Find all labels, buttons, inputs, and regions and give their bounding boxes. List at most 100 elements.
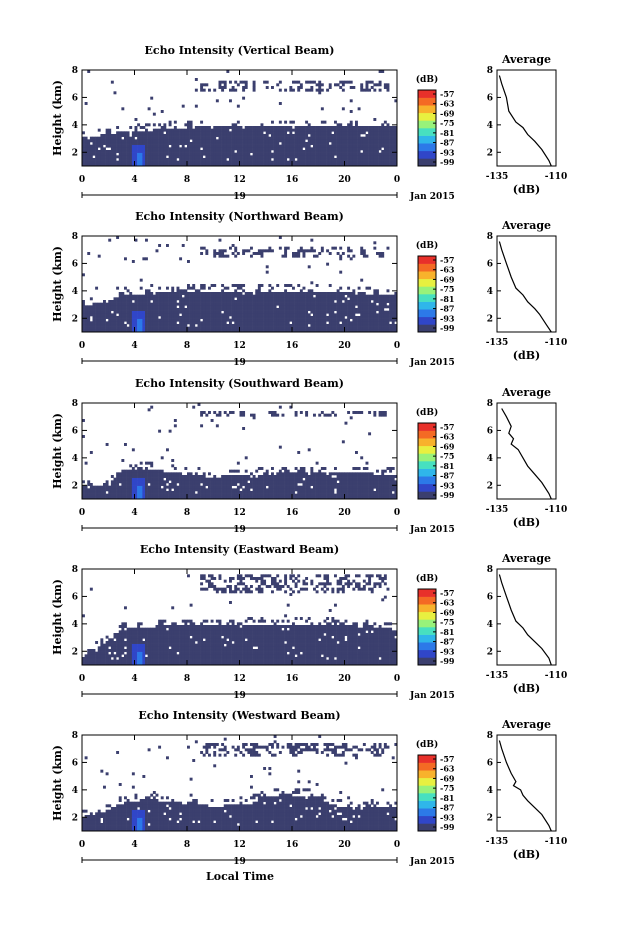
echo-cell — [386, 305, 390, 309]
echo-cell — [215, 316, 219, 319]
echo-cell — [221, 321, 225, 325]
echo-cell — [320, 142, 324, 145]
avg-y-tick-label: 6 — [487, 93, 493, 103]
echo-cell — [108, 152, 112, 156]
echo-cell — [336, 483, 340, 486]
echo-cell — [302, 302, 306, 306]
echo-cell — [200, 155, 204, 159]
echo-cell — [289, 310, 293, 314]
echo-cell — [187, 485, 190, 489]
echo-cell — [118, 485, 122, 489]
echo-cell — [320, 480, 324, 484]
echo-cell — [391, 155, 395, 159]
echo-cell — [223, 136, 227, 140]
echo-cell — [383, 326, 387, 330]
echo-cell — [184, 467, 188, 470]
echo-cell — [373, 131, 377, 135]
echo-cell — [226, 139, 230, 143]
echo-cell — [265, 469, 269, 473]
echo-cell — [242, 289, 246, 293]
echo-cell — [160, 139, 164, 143]
echo-cell — [124, 163, 127, 167]
echo-cell — [147, 313, 151, 317]
echo-cell — [134, 324, 138, 327]
echo-cell — [200, 300, 204, 303]
echo-cell — [168, 496, 172, 500]
echo-cell — [226, 131, 230, 135]
echo-cell — [297, 316, 301, 319]
echo-cell — [126, 488, 130, 492]
echo-cell — [129, 469, 133, 473]
echo-cell — [92, 491, 96, 494]
echo-cell — [100, 136, 104, 140]
echo-cell — [315, 284, 319, 287]
echo-cell — [229, 139, 232, 143]
echo-cell — [126, 302, 130, 306]
echo-cell — [336, 142, 340, 145]
echo-cell — [155, 128, 159, 132]
echo-cell — [347, 326, 351, 330]
echo-cell — [339, 155, 343, 159]
echo-cell — [247, 477, 251, 481]
echo-cell — [328, 284, 332, 287]
echo-cell — [187, 329, 190, 333]
echo-cell — [265, 270, 269, 274]
echo-cell — [347, 147, 351, 151]
echo-cell — [200, 152, 204, 156]
echo-cell — [389, 308, 393, 311]
echo-cell — [347, 128, 351, 132]
echo-cell — [118, 142, 122, 145]
echo-cell — [197, 300, 201, 303]
echo-cell — [231, 139, 235, 143]
echo-cell — [357, 302, 361, 306]
echo-cell — [326, 491, 330, 494]
echo-cell — [336, 326, 340, 330]
echo-cell — [244, 493, 248, 497]
echo-cell — [242, 155, 246, 159]
echo-cell — [344, 155, 348, 159]
echo-cell — [394, 144, 398, 148]
echo-cell — [155, 316, 159, 319]
echo-cell — [281, 158, 285, 161]
echo-cell — [118, 134, 122, 137]
echo-cell — [142, 469, 146, 473]
echo-cell — [368, 80, 372, 84]
echo-cell — [131, 472, 135, 476]
echo-cell — [341, 107, 345, 111]
panel-title: Echo Intensity (Northward Beam) — [135, 210, 344, 223]
echo-cell — [121, 493, 125, 497]
echo-cell — [260, 284, 264, 287]
echo-cell — [247, 249, 251, 253]
echo-cell — [158, 142, 162, 145]
echo-cell — [231, 483, 235, 486]
echo-cell — [383, 142, 387, 145]
echo-cell — [202, 480, 206, 484]
echo-cell — [386, 155, 390, 159]
echo-cell — [250, 491, 253, 494]
echo-cell — [124, 326, 127, 330]
echo-cell — [326, 300, 330, 303]
echo-cell — [331, 126, 335, 129]
echo-cell — [139, 142, 143, 145]
echo-cell — [121, 472, 125, 476]
echo-cell — [307, 326, 311, 330]
echo-cell — [231, 469, 235, 473]
echo-cell — [302, 310, 306, 314]
echo-cell — [268, 147, 272, 151]
echo-cell — [137, 472, 141, 476]
echo-cell — [378, 313, 382, 317]
echo-cell — [137, 297, 141, 301]
echo-cell — [197, 321, 201, 325]
echo-cell — [326, 292, 330, 295]
echo-cell — [200, 477, 204, 481]
echo-cell — [260, 326, 264, 330]
echo-cell — [176, 488, 180, 492]
echo-cell — [341, 321, 345, 325]
echo-cell — [181, 163, 185, 167]
echo-cell — [344, 80, 348, 84]
echo-cell — [239, 163, 243, 167]
echo-cell — [200, 491, 204, 494]
echo-cell — [349, 257, 353, 261]
echo-cell — [192, 300, 196, 303]
echo-cell — [360, 83, 364, 87]
